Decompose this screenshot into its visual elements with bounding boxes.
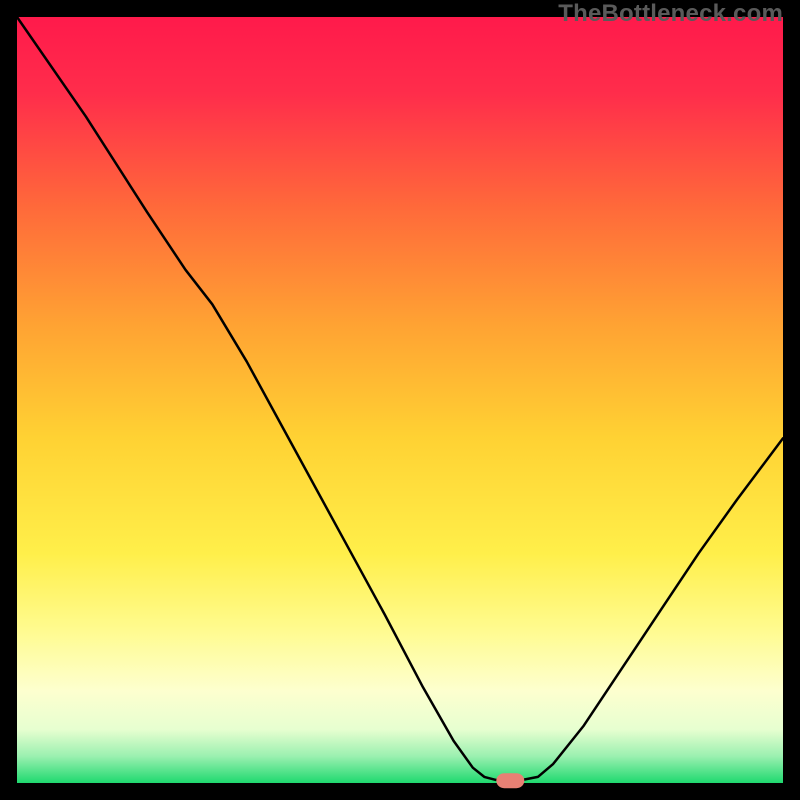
plot-area bbox=[17, 17, 783, 783]
watermark-text: TheBottleneck.com bbox=[558, 0, 783, 28]
outer-frame bbox=[0, 0, 800, 800]
optimal-point-marker bbox=[496, 773, 524, 788]
chart-svg bbox=[0, 0, 800, 800]
bottleneck-curve bbox=[17, 17, 783, 780]
chart-container: TheBottleneck.com bbox=[0, 0, 800, 800]
